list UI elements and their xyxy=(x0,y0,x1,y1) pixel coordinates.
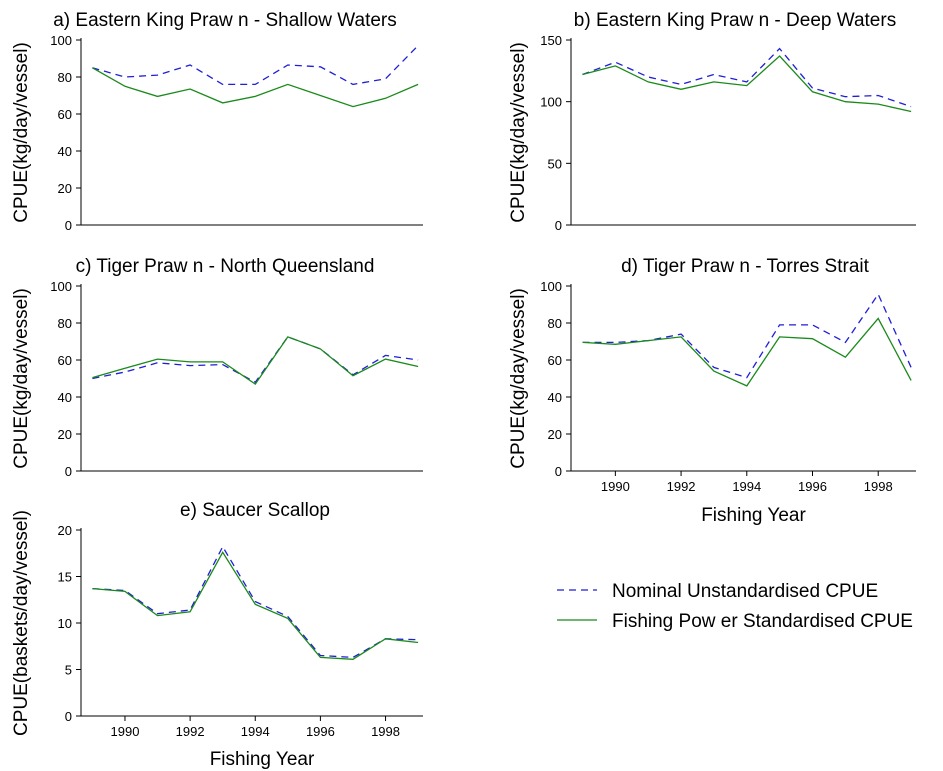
series-line-standardised xyxy=(582,317,912,387)
y-tick-label: 10 xyxy=(58,616,72,631)
y-tick-label: 40 xyxy=(58,144,72,159)
panel-4: 0 20 40 60 80 100 1990 1992 1994 1996 1998 d) Tiger… xyxy=(508,256,916,526)
y-tick-label: 150 xyxy=(540,33,562,48)
panel-title: d) Tiger Praw n - Torres Strait xyxy=(621,256,870,277)
y-tick-label: 15 xyxy=(58,570,72,585)
y-tick-label: 20 xyxy=(58,523,72,538)
x-tick-label: 1994 xyxy=(732,479,761,494)
panel-1: 0 20 40 60 80 100 a) Eastern King Praw n - Sha… xyxy=(11,10,423,233)
panel-title: e) Saucer Scallop xyxy=(180,500,330,521)
x-tick-label: 1990 xyxy=(601,479,630,494)
panel-2: 0 50 100 150 b) Eastern King Praw n - Deep W… xyxy=(508,10,916,233)
y-tick-label: 80 xyxy=(58,316,72,331)
x-tick-label: 1990 xyxy=(111,724,140,739)
series-line-standardised xyxy=(92,67,419,108)
y-tick-label: 80 xyxy=(548,316,562,331)
panel-title: c) Tiger Praw n - North Queensland xyxy=(76,256,375,277)
panel-3: 0 20 40 60 80 100 c) Tiger Praw n - North Quee… xyxy=(11,256,423,479)
panel-title: b) Eastern King Praw n - Deep Waters xyxy=(574,10,896,31)
x-tick-label: 1996 xyxy=(306,724,335,739)
legend: Nominal Unstandardised CPUE Fishing Pow … xyxy=(557,581,913,632)
y-tick-label: 0 xyxy=(555,464,562,479)
x-tick-label: 1992 xyxy=(667,479,696,494)
x-tick-label: 1994 xyxy=(241,724,270,739)
y-tick-label: 50 xyxy=(548,156,562,171)
panel-title: a) Eastern King Praw n - Shallow Waters xyxy=(53,10,397,31)
y-tick-label: 80 xyxy=(58,70,72,85)
y-axis-label: CPUE(kg/day/vessel) xyxy=(508,288,529,469)
x-tick-label: 1996 xyxy=(798,479,827,494)
y-tick-label: 0 xyxy=(65,218,72,233)
series-line-nominal xyxy=(92,45,419,86)
y-tick-label: 100 xyxy=(540,95,562,110)
series-line-nominal xyxy=(582,292,912,379)
y-axis-label: CPUE(kg/day/vessel) xyxy=(11,288,32,469)
y-tick-label: 100 xyxy=(540,279,562,294)
series-line-standardised xyxy=(92,336,419,386)
series-line-nominal xyxy=(92,545,419,659)
y-tick-label: 20 xyxy=(58,427,72,442)
y-axis-label: CPUE(kg/day/vessel) xyxy=(508,42,529,223)
legend-label-nominal: Nominal Unstandardised CPUE xyxy=(612,581,878,602)
series-line-standardised xyxy=(92,551,419,660)
y-axis-label: CPUE(baskets/day/vessel) xyxy=(11,510,32,736)
y-tick-label: 100 xyxy=(50,279,72,294)
y-axis-label: CPUE(kg/day/vessel) xyxy=(11,42,32,223)
y-tick-label: 60 xyxy=(548,353,562,368)
legend-label-standardised: Fishing Pow er Standardised CPUE xyxy=(612,611,913,632)
x-tick-label: 1998 xyxy=(864,479,893,494)
y-tick-label: 0 xyxy=(65,464,72,479)
y-tick-label: 0 xyxy=(555,218,562,233)
series-line-standardised xyxy=(582,55,912,113)
series-line-nominal xyxy=(582,47,912,108)
x-tick-label: 1998 xyxy=(371,724,400,739)
y-tick-label: 20 xyxy=(58,181,72,196)
y-tick-label: 40 xyxy=(548,390,562,405)
y-tick-label: 5 xyxy=(65,663,72,678)
y-tick-label: 100 xyxy=(50,33,72,48)
y-tick-label: 60 xyxy=(58,353,72,368)
panel-5: 0 5 10 15 20 1990 1992 1994 1996 1998 e) Saucer Sc… xyxy=(11,500,423,770)
x-axis-label: Fishing Year xyxy=(210,749,315,770)
y-tick-label: 0 xyxy=(65,709,72,724)
x-tick-label: 1992 xyxy=(176,724,205,739)
y-tick-label: 20 xyxy=(548,427,562,442)
y-tick-label: 40 xyxy=(58,390,72,405)
x-axis-label: Fishing Year xyxy=(701,505,806,526)
y-tick-label: 60 xyxy=(58,107,72,122)
series-line-nominal xyxy=(92,336,419,384)
